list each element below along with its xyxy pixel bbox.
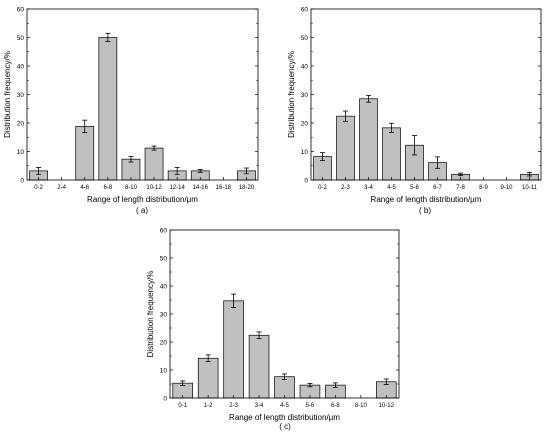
panel-label: ( a) [136,206,148,215]
y-tick-label-0: 0 [163,395,167,402]
bar-4-6 [75,126,95,181]
bar-2-3 [223,300,244,399]
x-tick-label-3-4: 3-4 [364,185,373,191]
error-bar-6-7 [435,156,440,169]
error-bar-10-12 [151,145,157,151]
error-bar-0-1 [180,380,186,386]
x-tick-label-18-20: 18-20 [239,185,255,191]
bar-10-12 [144,147,164,181]
x-tick-label-14-16: 14-16 [193,185,209,191]
x-tick-label-10-11: 10-11 [522,185,538,191]
y-tick-label-60: 60 [17,6,25,13]
x-tick-label-4-5: 4-5 [387,185,396,191]
chart-panel-1: 0-2 2-3 3-4 4-5 5-6 6-7 7-8 8-9 9-10 10-11 0 10 20 30… [287,6,542,215]
y-tick-label-20: 20 [17,120,25,127]
x-tick-label-2-3: 2-3 [229,403,238,409]
x-tick-label-9-10: 9-10 [500,185,513,191]
y-tick-label-20: 20 [301,120,309,127]
x-tick-label-6-8: 6-8 [104,185,113,191]
y-tick-label-30: 30 [17,92,25,99]
plot-frame [26,8,259,181]
y-tick-label-60: 60 [160,227,168,234]
x-tick-label-10-12: 10-12 [146,185,162,191]
x-tick-label-1-2: 1-2 [204,403,213,409]
x-tick-label-8-10: 8-10 [355,403,368,409]
x-tick-label-2-4: 2-4 [57,185,66,191]
error-bar-4-5 [389,122,394,133]
error-bar-2-3 [343,110,348,122]
y-tick-label-50: 50 [301,35,309,42]
y-axis-title: Distribution frequency/% [3,51,12,138]
error-bar-7-8 [458,172,463,176]
bar-4-5 [382,127,401,181]
x-tick-label-6-7: 6-7 [433,185,442,191]
y-tick-label-50: 50 [160,255,168,262]
x-tick-label-8-10: 8-10 [125,185,138,191]
y-tick-label-10: 10 [160,367,168,374]
x-tick-label-4-6: 4-6 [80,185,89,191]
bar-6-8 [98,37,118,181]
bar-3-4 [248,334,270,399]
y-tick-label-60: 60 [301,6,309,13]
y-tick-label-0: 0 [20,177,24,184]
x-tick-label-6-8: 6-8 [331,403,340,409]
panel-label: ( c) [279,422,291,431]
y-axis-title: Distribution frequency/% [287,51,296,138]
error-bar-1-2 [205,354,211,363]
y-tick-label-30: 30 [301,92,309,99]
error-bar-3-4 [366,94,371,103]
y-axis-title: Distribution frequency/% [146,271,155,358]
error-bar-0-2 [36,167,42,175]
x-tick-label-0-1: 0-1 [178,403,187,409]
error-bar-10-12 [383,378,389,385]
y-tick-label-20: 20 [160,339,168,346]
x-tick-label-2-3: 2-3 [341,185,350,191]
error-bar-8-10 [128,155,134,163]
y-tick-label-0: 0 [304,177,308,184]
bar-2-3 [336,115,355,181]
y-tick-label-40: 40 [160,283,168,290]
x-tick-label-7-8: 7-8 [456,185,465,191]
x-tick-label-4-5: 4-5 [280,403,289,409]
error-bar-5-6 [307,383,313,388]
x-tick-label-3-4: 3-4 [255,403,264,409]
y-tick-label-10: 10 [17,149,25,156]
error-bar-6-8 [105,33,111,42]
error-bar-0-2 [320,152,325,162]
x-tick-label-5-6: 5-6 [410,185,419,191]
error-bar-18-20 [243,167,249,175]
y-tick-label-40: 40 [301,63,309,70]
error-bar-6-8 [332,382,338,388]
plot-frame [169,229,400,399]
x-tick-label-0-2: 0-2 [34,185,43,191]
error-bar-4-6 [82,119,88,134]
error-bar-5-6 [412,135,417,156]
y-tick-label-50: 50 [17,35,25,42]
x-axis-title: Range of length distribution/μm [229,413,340,422]
error-bar-12-14 [174,167,180,175]
x-tick-label-10-12: 10-12 [379,403,395,409]
bar-3-4 [359,98,378,181]
y-tick-label-10: 10 [301,149,309,156]
x-tick-label-0-2: 0-2 [318,185,327,191]
x-axis-title: Range of length distribution/μm [371,195,482,204]
plot-frame [310,8,542,181]
y-tick-label-40: 40 [17,63,25,70]
x-tick-label-5-6: 5-6 [306,403,315,409]
error-bar-14-16 [197,169,203,173]
x-axis-title: Range of length distribution/μm [87,195,198,204]
error-bar-3-4 [256,331,262,340]
chart-panel-0: 0-2 2-4 4-6 6-8 8-10 10-12 12-14 14-16 16-18 18-2… [3,6,259,215]
error-bar-2-3 [231,293,237,308]
x-tick-label-8-9: 8-9 [479,185,488,191]
bar-1-2 [197,357,219,399]
y-tick-label-30: 30 [160,311,168,318]
chart-panel-2: 0-1 1-2 2-3 3-4 4-5 5-6 6-8 8-10 10-12 0 10 20 30 40 5… [146,227,400,431]
x-tick-label-12-14: 12-14 [169,185,185,191]
x-tick-label-16-18: 16-18 [216,185,232,191]
error-bar-10-11 [527,172,532,177]
panel-label: ( b) [419,206,431,215]
error-bar-4-5 [282,373,287,380]
